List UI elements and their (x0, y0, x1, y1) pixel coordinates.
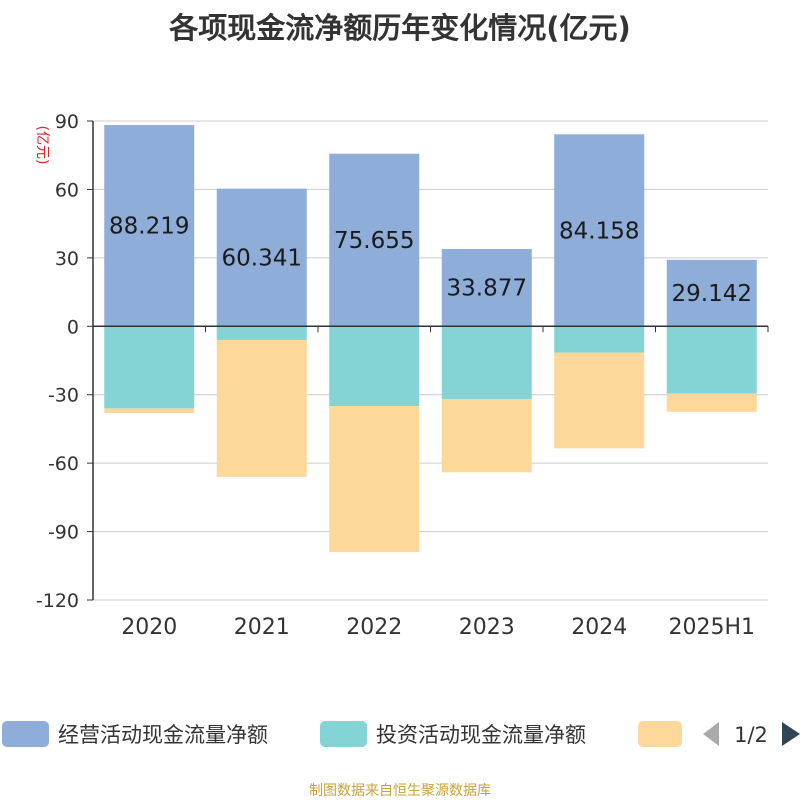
legend: 经营活动现金流量净额 投资活动现金流量净额 1/2 (2, 721, 800, 747)
data-label: 88.219 (109, 214, 189, 240)
y-tick-label: -30 (48, 385, 79, 407)
y-tick-label: -120 (36, 590, 79, 612)
y-tick-label: -90 (48, 522, 79, 544)
legend-prev-icon[interactable] (703, 722, 719, 746)
bar-2025H1-series-0 (666, 259, 757, 327)
bar-2020-series-1 (104, 326, 195, 409)
y-tick-label: 60 (55, 179, 79, 201)
bar-2022-series-2 (329, 406, 420, 553)
legend-label: 经营活动现金流量净额 (58, 723, 268, 747)
bar-2020-series-0 (104, 125, 195, 327)
data-labels: 88.219 60.341 75.655 33.877 84.158 29.142 (109, 214, 752, 307)
data-label: 29.142 (672, 281, 752, 307)
data-label: 75.655 (334, 228, 414, 254)
data-label: 84.158 (559, 218, 639, 244)
bar-2023-series-1 (441, 326, 532, 400)
bar-2021-series-2 (216, 339, 307, 477)
legend-item-series-2[interactable] (638, 721, 682, 747)
grid (93, 120, 768, 601)
axes: 90 60 30 0 -30 -60 -90 -120 2020 2021 2022 2023 2024… (36, 111, 769, 640)
legend-next-icon[interactable] (782, 722, 800, 746)
bar-2023-series-2 (441, 399, 532, 473)
bar-2025H1-series-1 (666, 326, 757, 394)
legend-swatch (2, 721, 49, 747)
chart-title: 各项现金流净额历年变化情况(亿元) (168, 11, 631, 45)
x-tick-label: 2022 (346, 615, 402, 640)
bar-2021-series-1 (216, 326, 307, 340)
bar-2022-series-0 (329, 153, 420, 327)
data-label: 33.877 (447, 276, 527, 302)
legend-page-indicator: 1/2 (734, 723, 768, 747)
legend-label: 投资活动现金流量净额 (376, 723, 586, 747)
legend-swatch (320, 721, 367, 747)
x-tick-label: 2020 (121, 615, 177, 640)
bar-2025H1-series-2 (666, 393, 757, 412)
legend-item-series-0[interactable]: 经营活动现金流量净额 (2, 721, 268, 747)
y-tick-label: 30 (55, 248, 79, 270)
x-tick-label: 2021 (234, 615, 290, 640)
legend-item-series-1[interactable]: 投资活动现金流量净额 (320, 721, 586, 747)
legend-swatch (638, 721, 682, 747)
bar-2022-series-1 (329, 326, 420, 407)
bar-2020-series-2 (104, 408, 195, 413)
bar-2024-series-2 (554, 352, 645, 449)
y-axis-unit: (亿元) (34, 126, 50, 165)
bar-2024-series-0 (554, 134, 645, 327)
x-tick-label: 2023 (459, 615, 515, 640)
y-tick-label: 0 (67, 316, 79, 338)
bar-2021-series-0 (216, 188, 307, 327)
x-tick-label: 2025H1 (668, 615, 755, 640)
data-label: 60.341 (222, 245, 302, 271)
y-tick-label: -60 (48, 453, 79, 475)
bar-2023-series-0 (441, 249, 532, 327)
y-tick-label: 90 (55, 111, 79, 133)
bars (104, 125, 757, 553)
source-note: 制图数据来自恒生聚源数据库 (309, 783, 491, 799)
x-tick-label: 2024 (571, 615, 627, 640)
bar-2024-series-1 (554, 326, 645, 353)
